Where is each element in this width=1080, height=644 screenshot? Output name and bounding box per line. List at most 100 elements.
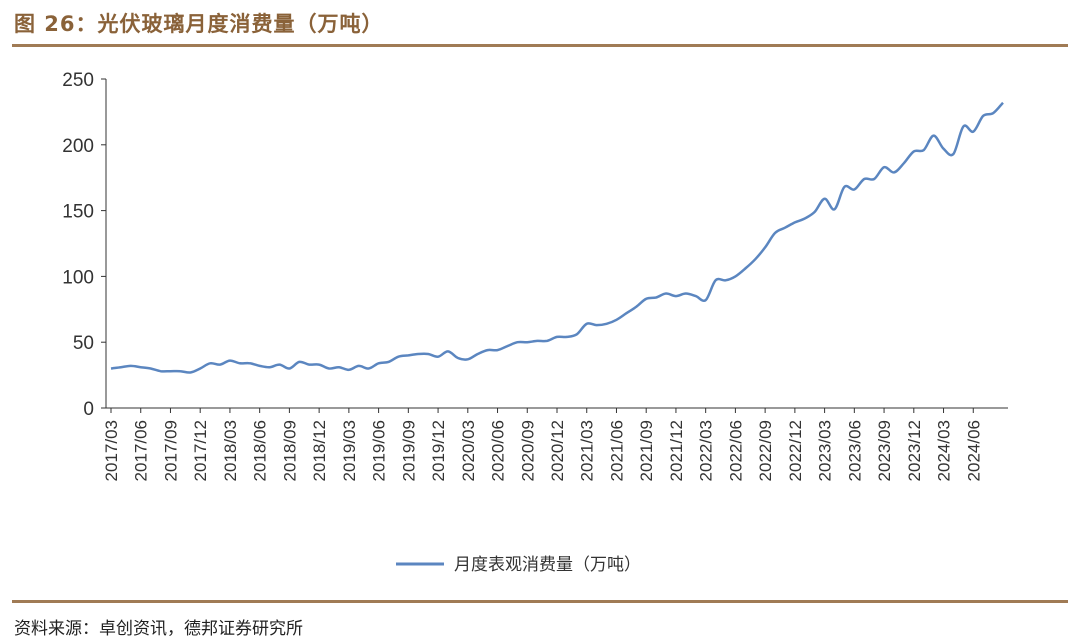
x-tick-label: 2022/03 [697, 420, 716, 481]
data-point [328, 367, 330, 369]
x-tick-label: 2020/06 [489, 420, 508, 481]
legend-label: 月度表观消费量（万吨） [454, 555, 641, 575]
x-tick-label: 2019/03 [340, 420, 359, 481]
title-rule [12, 44, 1068, 47]
data-point [705, 299, 707, 301]
x-tick-label: 2018/12 [310, 420, 329, 481]
data-point [635, 306, 637, 308]
data-point [863, 178, 865, 180]
data-point [368, 367, 370, 369]
data-point [159, 370, 161, 372]
x-tick-label: 2019/12 [429, 420, 448, 481]
data-point [229, 359, 231, 361]
data-point [823, 198, 825, 200]
data-point [259, 365, 261, 367]
data-point [477, 353, 479, 355]
x-tick-label: 2024/06 [964, 420, 983, 481]
data-point [189, 371, 191, 373]
figure-title: 图 26：光伏玻璃月度消费量（万吨） [14, 12, 384, 36]
data-point [179, 370, 181, 372]
data-point [952, 153, 954, 155]
x-tick-label: 2018/09 [280, 420, 299, 481]
data-point [199, 367, 201, 369]
data-point [169, 370, 171, 372]
data-point [377, 362, 379, 364]
y-tick-label: 0 [83, 399, 94, 420]
x-tick-label: 2023/09 [875, 420, 894, 481]
data-point [140, 366, 142, 368]
data-point [932, 134, 934, 136]
x-tick-label: 2019/06 [370, 420, 389, 481]
data-point [447, 350, 449, 352]
y-tick-label: 100 [62, 267, 94, 288]
legend: 月度表观消费量（万吨） [396, 555, 641, 575]
data-point [972, 130, 974, 132]
data-point [685, 292, 687, 294]
data-point [397, 356, 399, 358]
data-point [556, 336, 558, 338]
x-tick-label: 2023/03 [816, 420, 835, 481]
x-tick-label: 2022/09 [756, 420, 775, 481]
x-tick-label: 2021/12 [667, 420, 686, 481]
data-point [883, 166, 885, 168]
data-point [873, 178, 875, 180]
data-point [506, 345, 508, 347]
data-point [308, 363, 310, 365]
x-tick-label: 2018/03 [221, 420, 240, 481]
data-point [298, 361, 300, 363]
data-point [467, 358, 469, 360]
data-point [427, 353, 429, 355]
data-point [923, 149, 925, 151]
x-tick-label: 2020/09 [518, 420, 537, 481]
x-tick-label: 2020/12 [548, 420, 567, 481]
x-tick-label: 2017/03 [102, 420, 121, 481]
data-point [348, 369, 350, 371]
data-point [942, 148, 944, 150]
data-point [754, 258, 756, 260]
data-point [209, 362, 211, 364]
y-axis: 0 50 100 150 200 250 [62, 70, 107, 420]
x-tick-label: 2020/03 [459, 420, 478, 481]
data-point [457, 357, 459, 359]
data-point [853, 188, 855, 190]
x-tick-label: 2019/09 [399, 420, 418, 481]
data-point [407, 354, 409, 356]
data-point [695, 295, 697, 297]
x-tick-label: 2017/09 [161, 420, 180, 481]
data-point [655, 296, 657, 298]
data-point [615, 319, 617, 321]
data-point [962, 125, 964, 127]
series-layer [110, 101, 1004, 374]
data-point [387, 361, 389, 363]
y-tick-label: 150 [62, 202, 94, 223]
data-point [358, 365, 360, 367]
data-point [268, 366, 270, 368]
data-point [774, 232, 776, 234]
series-line [110, 101, 1004, 374]
x-tick-label: 2018/06 [251, 420, 270, 481]
data-point [744, 267, 746, 269]
x-tick-label: 2017/12 [191, 420, 210, 481]
data-point [675, 295, 677, 297]
data-point [288, 367, 290, 369]
x-tick-label: 2021/09 [637, 420, 656, 481]
x-tick-label: 2022/06 [726, 420, 745, 481]
data-point [437, 356, 439, 358]
data-point [714, 279, 716, 281]
data-point [843, 186, 845, 188]
x-tick-label: 2024/03 [935, 420, 954, 481]
data-point [239, 362, 241, 364]
x-tick-label: 2017/06 [132, 420, 151, 481]
data-point [764, 246, 766, 248]
data-point [595, 324, 597, 326]
data-point [794, 221, 796, 223]
data-point [625, 312, 627, 314]
data-point [833, 208, 835, 210]
data-point [318, 363, 320, 365]
data-point [814, 211, 816, 213]
data-point [605, 323, 607, 325]
source-rule [12, 600, 1068, 603]
data-point [893, 171, 895, 173]
data-point [546, 340, 548, 342]
